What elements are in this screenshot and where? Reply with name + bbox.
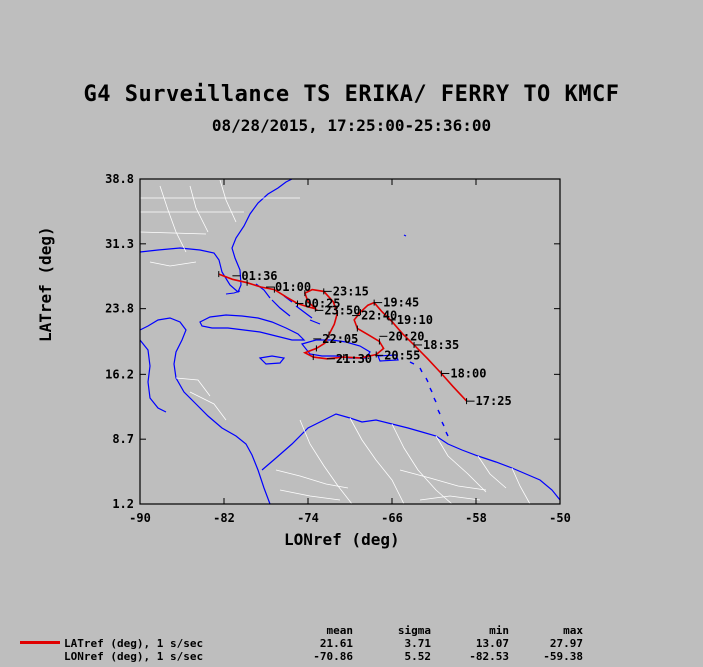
stats-row-max: -59.38 (543, 650, 583, 663)
x-tick-label: -82 (213, 511, 235, 525)
land-bahamas (255, 283, 321, 325)
stats-row: LATref (deg), 1 s/sec 21.61 3.71 13.07 2… (0, 637, 703, 651)
y-axis-label: LATref (deg) (36, 226, 55, 342)
time-label: 01:36 (241, 269, 277, 283)
legend-line-latref (20, 641, 60, 644)
x-tick-label: -66 (381, 511, 403, 525)
stats-row-mean: -70.86 (313, 650, 353, 663)
land-central-america (140, 317, 271, 504)
stats-row-min: 13.07 (475, 637, 509, 650)
x-tick-label: -58 (465, 511, 487, 525)
axis-tick-labels: -90 -82 -74 -66 -58 -50 1.2 8.7 16.2 23.8 31.3 38.8 (105, 172, 571, 525)
time-label: 23:15 (333, 284, 369, 298)
basemap (140, 179, 560, 504)
stats-header: mean sigma min max (0, 624, 703, 638)
axis-ticks (139, 178, 561, 505)
time-label: 18:00 (450, 366, 486, 380)
stats-header-max: max (563, 624, 583, 637)
time-label: 00:25 (304, 296, 340, 310)
land-puerto-rico (377, 354, 399, 362)
time-label: 17:25 (476, 394, 512, 408)
land-south-america (261, 413, 560, 501)
stats-row-min: -82.53 (469, 650, 509, 663)
x-axis-label: LONref (deg) (284, 530, 400, 549)
y-tick-label: 1.2 (112, 497, 134, 511)
y-tick-label: 38.8 (105, 172, 134, 186)
stats-header-min: min (489, 624, 509, 637)
time-label: 19:10 (397, 313, 433, 327)
time-label: 18:35 (423, 338, 459, 352)
time-label: 22:05 (322, 332, 358, 346)
y-tick-label: 31.3 (105, 237, 134, 251)
stats-row-sigma: 3.71 (404, 637, 432, 650)
time-label: 01:00 (275, 280, 311, 294)
stats-header-sigma: sigma (397, 624, 431, 637)
x-tick-label: -90 (129, 511, 151, 525)
y-tick-label: 8.7 (112, 432, 134, 446)
time-label: 23:50 (324, 303, 360, 317)
chart-subtitle: 08/28/2015, 17:25:00-25:36:00 (211, 116, 492, 135)
time-label: 22:40 (361, 309, 397, 323)
stats-row-mean: 21.61 (319, 637, 353, 650)
y-tick-label: 16.2 (105, 367, 134, 381)
land-cuba (199, 314, 306, 341)
y-tick-label: 23.8 (105, 302, 134, 316)
stats-row-name: LONref (deg), 1 s/sec (64, 650, 204, 663)
stats-row-max: 27.97 (549, 637, 583, 650)
chart-title: G4 Surveillance TS ERIKA/ FERRY TO KMCF (83, 82, 620, 107)
time-label: 19:45 (383, 296, 419, 310)
x-tick-label: -74 (297, 511, 319, 525)
plot-frame (139, 178, 561, 505)
land-bermuda (403, 234, 407, 237)
stats-header-mean: mean (326, 624, 354, 637)
time-label: 20:20 (388, 329, 424, 343)
political-borders (140, 179, 531, 504)
track-time-labels: 17:25 18:00 18:35 19:10 19:45 20:20 20:55 21:30… (232, 269, 512, 408)
time-label: 20:55 (384, 348, 420, 362)
x-tick-label: -50 (549, 511, 571, 525)
land-yucatan (140, 339, 167, 413)
land-hispaniola (300, 339, 371, 359)
land-florida-keys (225, 290, 241, 295)
land-north-america (140, 179, 293, 293)
stats-row: LONref (deg), 1 s/sec -70.86 5.52 -82.53… (0, 650, 703, 664)
land-jamaica (258, 355, 286, 365)
stats-row-name: LATref (deg), 1 s/sec (64, 637, 204, 650)
stats-row-sigma: 5.52 (404, 650, 432, 663)
time-label: 21:30 (336, 352, 372, 366)
land-lesser-antilles (409, 361, 449, 437)
